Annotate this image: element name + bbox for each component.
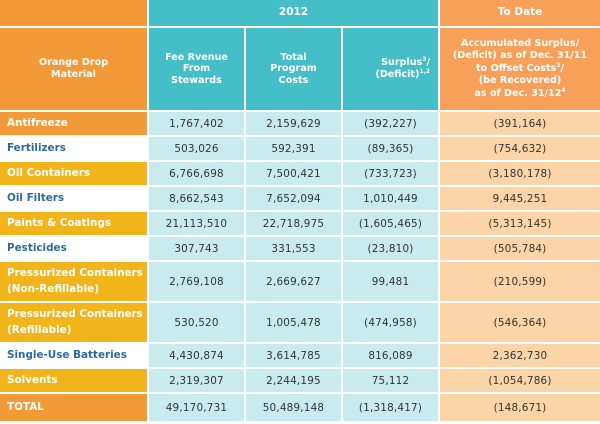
fee-cell: 4,430,874 [149, 344, 246, 369]
accumulated-cell: (391,164) [440, 112, 600, 137]
column-header-fee-revenue: Fee Rvenue From Stewards [149, 28, 246, 112]
table-row: Antifreeze 1,767,402 2,159,629 (392,227)… [0, 112, 600, 137]
total-row: TOTAL 49,170,731 50,489,148 (1,318,417) … [0, 394, 600, 421]
table-row: Pressurized Containers (Non-Refillable) … [0, 262, 600, 303]
total-label: TOTAL [0, 394, 149, 421]
fee-cell: 21,113,510 [149, 212, 246, 237]
accumulated-cell: (546,364) [440, 303, 600, 344]
table-row: Fertilizers 503,026 592,391 (89,365) (75… [0, 137, 600, 162]
table-row: Oil Filters 8,662,543 7,652,094 1,010,44… [0, 187, 600, 212]
row-label-line2: (Non-Refillable) [7, 282, 99, 295]
costs-cell: 7,652,094 [246, 187, 343, 212]
row-label: Pressurized Containers (Non-Refillable) [0, 262, 149, 303]
table-row: Single-Use Batteries 4,430,874 3,614,785… [0, 344, 600, 369]
surplus-cell: (474,958) [343, 303, 441, 344]
accumulated-cell: (3,180,178) [440, 162, 600, 187]
row-label-line1: Pressurized Containers [7, 308, 143, 320]
column-header-accumulated: Accumulated Surplus/ (Deficit) as of Dec… [440, 28, 600, 112]
row-label: Paints & Coatings [0, 212, 149, 237]
accumulated-header-line4: (be Recovered) [478, 75, 562, 87]
accumulated-header-line1: Accumulated Surplus/ [460, 37, 580, 49]
table-row: Pressurized Containers (Refillable) 530,… [0, 303, 600, 344]
table-row: Paints & Coatings 21,113,510 22,718,975 … [0, 212, 600, 237]
costs-cell: 7,500,421 [246, 162, 343, 187]
surplus-cell: (1,605,465) [343, 212, 441, 237]
surplus-header-footnote-2: 1,2 [419, 67, 431, 75]
column-header-material: Orange Drop Material [0, 28, 149, 112]
accumulated-header-line2: (Deficit) as of Dec. 31/11 [452, 50, 588, 62]
accumulated-cell: (5,313,145) [440, 212, 600, 237]
total-accumulated-cell: (148,671) [440, 394, 600, 421]
surplus-cell: 1,010,449 [343, 187, 441, 212]
accumulated-header-footnote-2: 4 [561, 86, 566, 94]
fee-cell: 6,766,698 [149, 162, 246, 187]
costs-cell: 592,391 [246, 137, 343, 162]
accumulated-cell: (1,054,786) [440, 369, 600, 394]
fee-cell: 503,026 [149, 137, 246, 162]
accumulated-header-line3-slash: / [560, 62, 564, 74]
group-header-to-date: To Date [440, 0, 600, 28]
row-label: Single-Use Batteries [0, 344, 149, 369]
column-header-surplus: Surplus3/ (Deficit)1,2 [343, 28, 441, 112]
accumulated-cell: 9,445,251 [440, 187, 600, 212]
surplus-cell: (23,810) [343, 237, 441, 262]
fee-cell: 530,520 [149, 303, 246, 344]
costs-cell: 2,244,195 [246, 369, 343, 394]
row-label: Oil Containers [0, 162, 149, 187]
accumulated-cell: (210,599) [440, 262, 600, 303]
row-label: Pressurized Containers (Refillable) [0, 303, 149, 344]
header-corner [0, 0, 149, 28]
total-fee-cell: 49,170,731 [149, 394, 246, 421]
row-label: Fertilizers [0, 137, 149, 162]
total-costs-cell: 50,489,148 [246, 394, 343, 421]
row-label: Antifreeze [0, 112, 149, 137]
costs-cell: 22,718,975 [246, 212, 343, 237]
surplus-header-footnote: 3 [422, 56, 427, 64]
surplus-cell: (733,723) [343, 162, 441, 187]
surplus-cell: 75,112 [343, 369, 441, 394]
fee-cell: 8,662,543 [149, 187, 246, 212]
accumulated-header-line3: to Offset Costs3/ [446, 61, 594, 75]
group-header-2012: 2012 [149, 0, 441, 28]
costs-cell: 1,005,478 [246, 303, 343, 344]
row-label: Pesticides [0, 237, 149, 262]
accumulated-header-footnote: 3 [556, 61, 561, 69]
costs-cell: 3,614,785 [246, 344, 343, 369]
costs-cell: 331,553 [246, 237, 343, 262]
surplus-cell: (89,365) [343, 137, 441, 162]
costs-cell: 2,159,629 [246, 112, 343, 137]
column-header-total-costs: Total Program Costs [246, 28, 343, 112]
surplus-cell: 99,481 [343, 262, 441, 303]
surplus-cell: 816,089 [343, 344, 441, 369]
total-surplus-cell: (1,318,417) [343, 394, 441, 421]
table-row: Solvents 2,319,307 2,244,195 75,112 (1,0… [0, 369, 600, 394]
accumulated-cell: (505,784) [440, 237, 600, 262]
accumulated-cell: 2,362,730 [440, 344, 600, 369]
fee-cell: 2,319,307 [149, 369, 246, 394]
row-label-line1: Pressurized Containers [7, 267, 143, 279]
table-row: Oil Containers 6,766,698 7,500,421 (733,… [0, 162, 600, 187]
row-label-line2: (Refillable) [7, 323, 72, 336]
surplus-cell: (392,227) [343, 112, 441, 137]
surplus-header-text: Surplus [381, 57, 423, 69]
fee-cell: 1,767,402 [149, 112, 246, 137]
surplus-header-text-2: / (Deficit) [375, 57, 431, 80]
accumulated-header-line5-text: as of Dec. 31/12 [474, 87, 562, 99]
table-row: Pesticides 307,743 331,553 (23,810) (505… [0, 237, 600, 262]
accumulated-cell: (754,632) [440, 137, 600, 162]
accumulated-header-line3-text: to Offset Costs [476, 62, 557, 74]
fee-cell: 2,769,108 [149, 262, 246, 303]
accumulated-header-line5: as of Dec. 31/124 [446, 86, 594, 100]
costs-cell: 2,669,627 [246, 262, 343, 303]
fee-cell: 307,743 [149, 237, 246, 262]
row-label: Oil Filters [0, 187, 149, 212]
row-label: Solvents [0, 369, 149, 394]
